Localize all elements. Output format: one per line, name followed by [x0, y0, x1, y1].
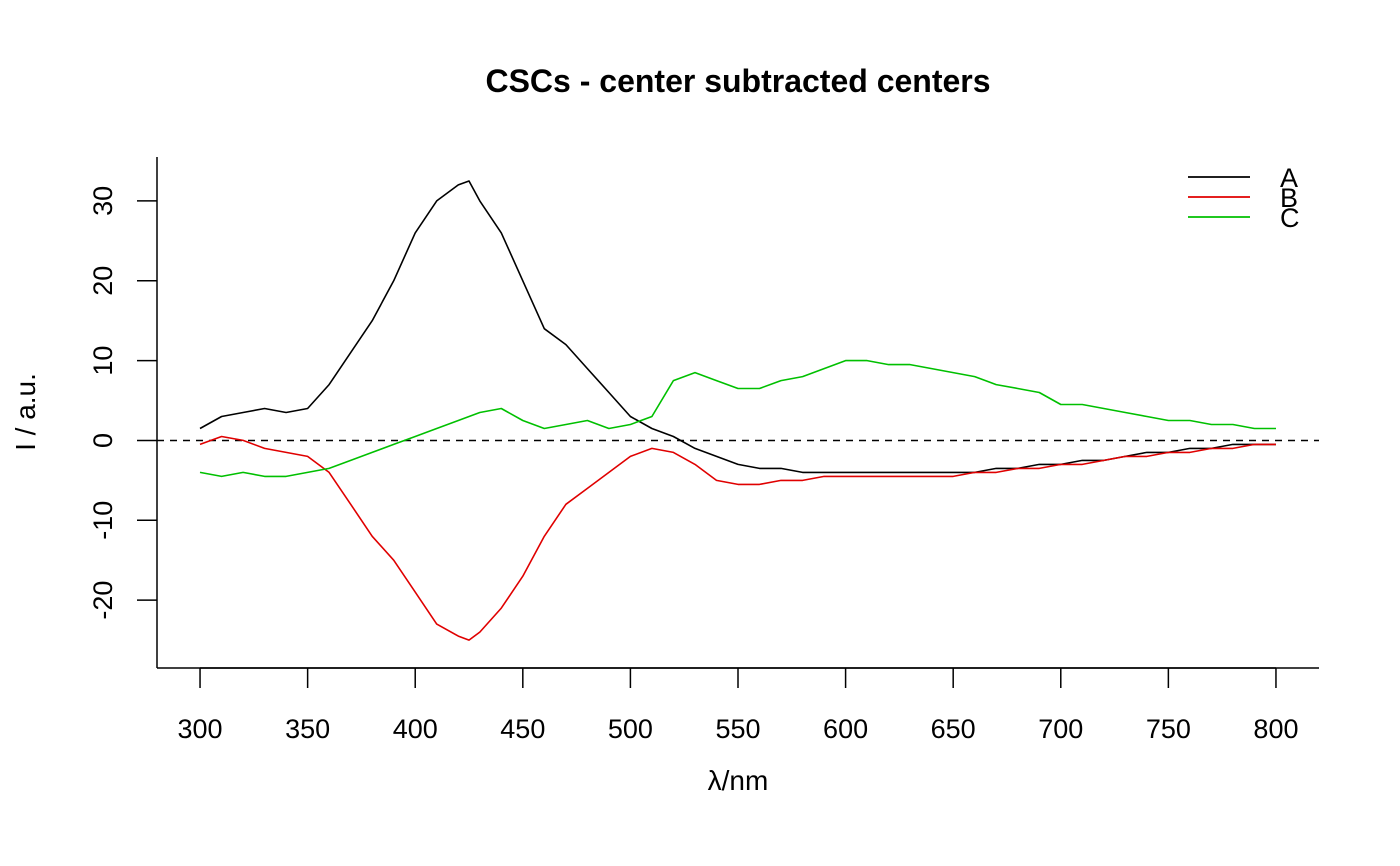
series-line-b — [199, 435, 1276, 641]
x-tick-label: 300 — [178, 714, 223, 744]
x-tick-label: 750 — [1146, 714, 1191, 744]
series-line-c — [199, 359, 1276, 478]
y-tick-label: -20 — [88, 581, 118, 620]
y-tick-label: -10 — [88, 501, 118, 540]
y-tick-label: 10 — [88, 346, 118, 376]
series-line-a — [199, 180, 1276, 474]
x-tick-label: 550 — [715, 714, 760, 744]
y-tick-label: 0 — [88, 433, 118, 448]
legend-label-a: A — [1280, 163, 1298, 193]
x-tick-label: 600 — [823, 714, 868, 744]
x-tick-label: 350 — [285, 714, 330, 744]
x-tick-label: 650 — [931, 714, 976, 744]
x-tick-label: 450 — [500, 714, 545, 744]
x-ticks: 300 350 400 450 500 550 600 650 700 750 800 — [178, 667, 1298, 744]
series-layer — [199, 180, 1276, 641]
y-tick-label: 20 — [88, 266, 118, 296]
x-tick-label: 800 — [1253, 714, 1298, 744]
y-axis-label: I / a.u. — [10, 373, 41, 451]
chart-title: CSCs - center subtracted centers — [485, 63, 990, 99]
x-tick-label: 500 — [608, 714, 653, 744]
legend: ABC — [1188, 163, 1300, 233]
x-axis-label: λ/nm — [708, 765, 769, 796]
legend-label-c: C — [1280, 203, 1300, 233]
x-tick-label: 700 — [1038, 714, 1083, 744]
axes — [156, 157, 1319, 669]
y-ticks: -20 -10 0 10 20 30 — [88, 186, 157, 620]
legend-label-b: B — [1280, 183, 1298, 213]
y-tick-label: 30 — [88, 186, 118, 216]
x-tick-label: 400 — [393, 714, 438, 744]
